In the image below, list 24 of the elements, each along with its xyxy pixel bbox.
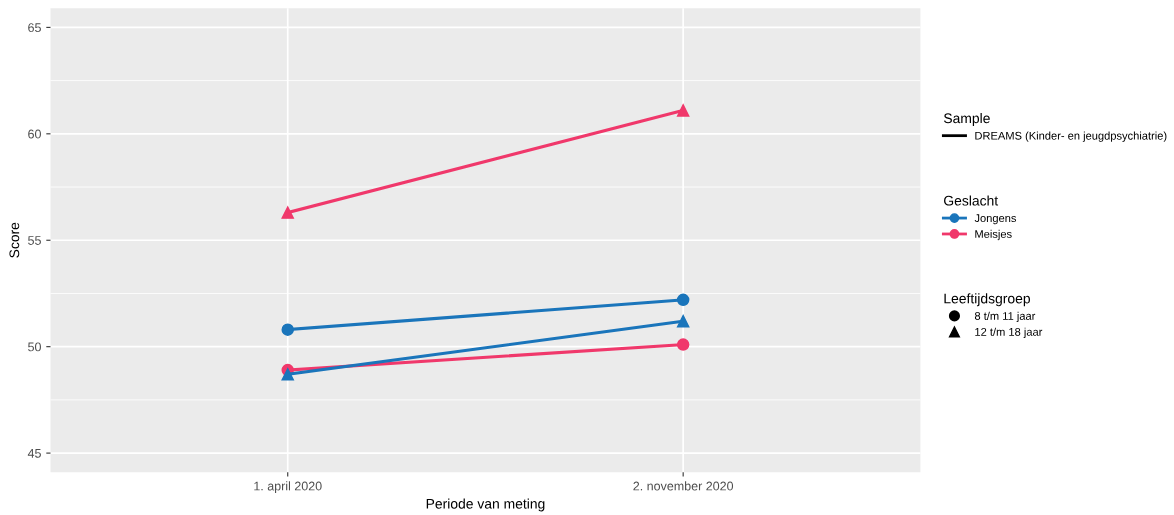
point — [281, 323, 294, 336]
point — [676, 338, 690, 351]
x-tick-label: 1. april 2020 — [254, 481, 322, 493]
y-tick-label: 65 — [28, 23, 41, 33]
text: DREAMS (Kinder- en jeugdpsychiatrie) — [975, 131, 1167, 142]
legend-label: Jongens — [974, 214, 1017, 225]
text: 8 t/m 11 jaar — [974, 311, 1036, 323]
point — [281, 206, 294, 219]
point — [676, 104, 690, 117]
text: 12 t/m 18 jaar — [975, 327, 1043, 339]
y-axis-title: Score — [9, 222, 20, 258]
legend-label: Meisjes — [975, 229, 1012, 241]
point — [676, 293, 690, 307]
x-axis-title: Periode van meting — [426, 498, 545, 512]
y-tick-label: 45 — [27, 449, 41, 458]
text: Sample — [943, 113, 990, 126]
point — [281, 368, 294, 381]
text: Geslacht — [944, 195, 999, 206]
text: Leeftijdsgroep — [944, 293, 1030, 307]
y-tick-label: 55 — [28, 236, 41, 245]
point — [676, 314, 690, 328]
y-tick-label: 60 — [28, 129, 41, 139]
y-tick-label: 50 — [28, 342, 41, 352]
x-tick-label: 2. november 2020 — [633, 481, 734, 491]
